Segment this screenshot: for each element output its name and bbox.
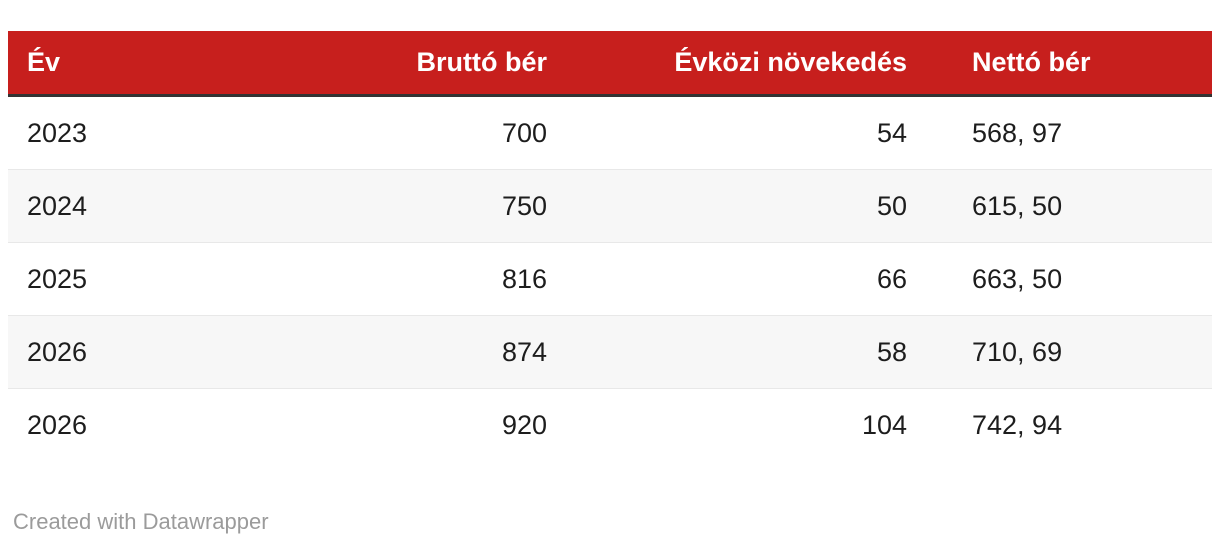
cell-midyear-growth: 54 — [566, 97, 926, 170]
cell-gross-wage: 700 — [308, 97, 566, 170]
cell-midyear-growth: 104 — [566, 389, 926, 462]
table-header-row: Év Bruttó bér Évközi növekedés Nettó bér — [8, 31, 1212, 97]
table-row: 2026 920 104 742, 94 — [8, 389, 1212, 462]
column-header-ev: Év — [8, 31, 308, 97]
datawrapper-attribution-link[interactable]: Created with Datawrapper — [13, 509, 269, 534]
cell-midyear-growth: 66 — [566, 243, 926, 316]
cell-year: 2025 — [8, 243, 308, 316]
cell-gross-wage: 750 — [308, 170, 566, 243]
cell-net-wage: 615, 50 — [926, 170, 1212, 243]
column-header-evkozi-novekedes: Évközi növekedés — [566, 31, 926, 97]
cell-year: 2026 — [8, 389, 308, 462]
table-row: 2026 874 58 710, 69 — [8, 316, 1212, 389]
cell-year: 2024 — [8, 170, 308, 243]
column-header-netto-ber: Nettó bér — [926, 31, 1212, 97]
table-row: 2024 750 50 615, 50 — [8, 170, 1212, 243]
cell-net-wage: 742, 94 — [926, 389, 1212, 462]
column-header-brutto-ber: Bruttó bér — [308, 31, 566, 97]
cell-gross-wage: 920 — [308, 389, 566, 462]
cell-net-wage: 710, 69 — [926, 316, 1212, 389]
table-row: 2025 816 66 663, 50 — [8, 243, 1212, 316]
cell-midyear-growth: 50 — [566, 170, 926, 243]
cell-midyear-growth: 58 — [566, 316, 926, 389]
table-row: 2023 700 54 568, 97 — [8, 97, 1212, 170]
cell-year: 2023 — [8, 97, 308, 170]
cell-year: 2026 — [8, 316, 308, 389]
data-table: Év Bruttó bér Évközi növekedés Nettó bér… — [8, 31, 1212, 462]
cell-net-wage: 663, 50 — [926, 243, 1212, 316]
cell-gross-wage: 816 — [308, 243, 566, 316]
cell-gross-wage: 874 — [308, 316, 566, 389]
table-container: Év Bruttó bér Évközi növekedés Nettó bér… — [8, 31, 1212, 462]
cell-net-wage: 568, 97 — [926, 97, 1212, 170]
